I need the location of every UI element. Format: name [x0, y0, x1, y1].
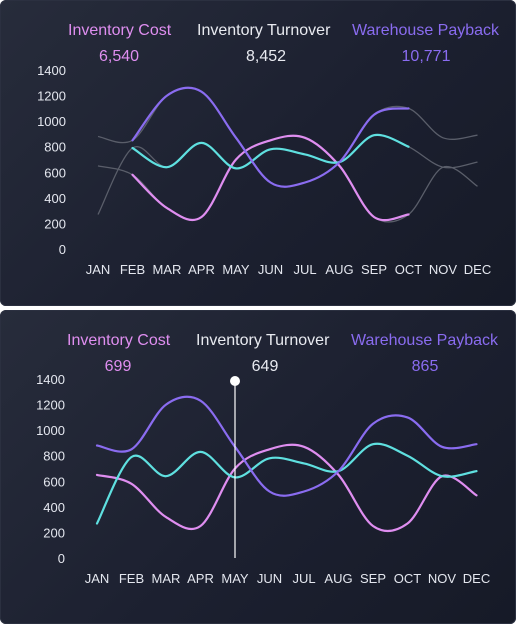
- chart-panel-bottom: Inventory Cost Inventory Turnover Wareho…: [0, 310, 516, 624]
- y-tick-label: 1000: [37, 114, 66, 129]
- kpi-label-warehouse-payback: Warehouse Payback: [352, 22, 500, 39]
- y-tick-label: 400: [43, 500, 65, 515]
- series-line-faded: [97, 135, 478, 223]
- x-tick-label: JAN: [85, 571, 110, 586]
- y-tick-label: 1200: [37, 89, 66, 104]
- kpi-label-inventory-cost: Inventory Cost: [68, 22, 172, 39]
- x-tick-label: MAY: [221, 571, 249, 586]
- y-tick-label: 0: [59, 242, 66, 257]
- x-tick-label: MAR: [153, 262, 182, 277]
- series-line-faded: [97, 87, 478, 188]
- chart-panel-top: Inventory Cost Inventory Turnover Wareho…: [0, 0, 516, 306]
- x-tick-label: MAY: [222, 262, 250, 277]
- kpi-value-inventory-cost: 6,540: [98, 48, 140, 65]
- kpi-value-inventory-turnover: 649: [251, 358, 279, 375]
- kpi-label-inventory-cost: Inventory Cost: [67, 332, 171, 349]
- y-tick-label: 800: [44, 140, 66, 155]
- x-tick-label: JUN: [258, 262, 283, 277]
- y-tick-label: 600: [44, 165, 66, 180]
- x-tick-label: OCT: [395, 262, 423, 277]
- hover-cursor-handle[interactable]: [230, 376, 240, 386]
- y-tick-label: 400: [44, 191, 66, 206]
- x-tick-label: NOV: [429, 262, 458, 277]
- y-tick-label: 0: [58, 551, 65, 566]
- series-line-warehouse-payback[interactable]: [131, 86, 410, 188]
- y-tick-label: 1400: [37, 63, 66, 78]
- y-tick-label: 1200: [36, 398, 65, 413]
- x-tick-label: SEP: [360, 571, 386, 586]
- y-tick-label: 1400: [36, 372, 65, 387]
- series-line-warehouse-payback[interactable]: [95, 395, 478, 497]
- x-tick-label: JUN: [257, 571, 282, 586]
- kpi-value-warehouse-payback: 10,771: [401, 48, 451, 65]
- x-tick-label: AUG: [325, 262, 353, 277]
- series-line-inventory-turnover[interactable]: [95, 442, 478, 525]
- x-tick-label: APR: [187, 571, 214, 586]
- series-line-inventory-cost[interactable]: [131, 134, 410, 222]
- series-line-faded: [97, 134, 478, 215]
- kpi-label-inventory-turnover: Inventory Turnover: [196, 332, 330, 349]
- x-tick-label: JUL: [292, 571, 315, 586]
- x-tick-label: AUG: [324, 571, 352, 586]
- x-tick-label: DEC: [464, 262, 491, 277]
- x-tick-label: MAR: [152, 571, 181, 586]
- y-tick-label: 200: [44, 216, 66, 231]
- x-tick-label: FEB: [120, 262, 145, 277]
- kpi-label-inventory-turnover: Inventory Turnover: [197, 22, 331, 39]
- kpi-value-warehouse-payback: 865: [411, 358, 439, 375]
- x-tick-label: JAN: [86, 262, 111, 277]
- kpi-value-inventory-cost: 699: [104, 358, 132, 375]
- x-tick-label: DEC: [463, 571, 490, 586]
- series-line-inventory-cost[interactable]: [95, 443, 478, 533]
- x-tick-label: FEB: [119, 571, 144, 586]
- line-chart-top[interactable]: 0 200 400 600 800 1000 1200 1400 JAN FEB MAR APR MAY…: [0, 0, 516, 306]
- x-tick-label: NOV: [428, 571, 457, 586]
- kpi-value-inventory-turnover: 8,452: [245, 48, 287, 65]
- x-tick-label: APR: [188, 262, 215, 277]
- series-line-inventory-turnover[interactable]: [131, 133, 410, 170]
- x-tick-label: SEP: [361, 262, 387, 277]
- y-tick-label: 600: [43, 474, 65, 489]
- y-tick-label: 1000: [36, 423, 65, 438]
- y-tick-label: 800: [43, 449, 65, 464]
- kpi-label-warehouse-payback: Warehouse Payback: [351, 332, 499, 349]
- x-tick-label: OCT: [394, 571, 422, 586]
- x-tick-label: JUL: [293, 262, 316, 277]
- y-tick-label: 200: [43, 525, 65, 540]
- line-chart-bottom[interactable]: 0 200 400 600 800 1000 1200 1400 JAN FEB MAR APR MAY…: [0, 310, 516, 624]
